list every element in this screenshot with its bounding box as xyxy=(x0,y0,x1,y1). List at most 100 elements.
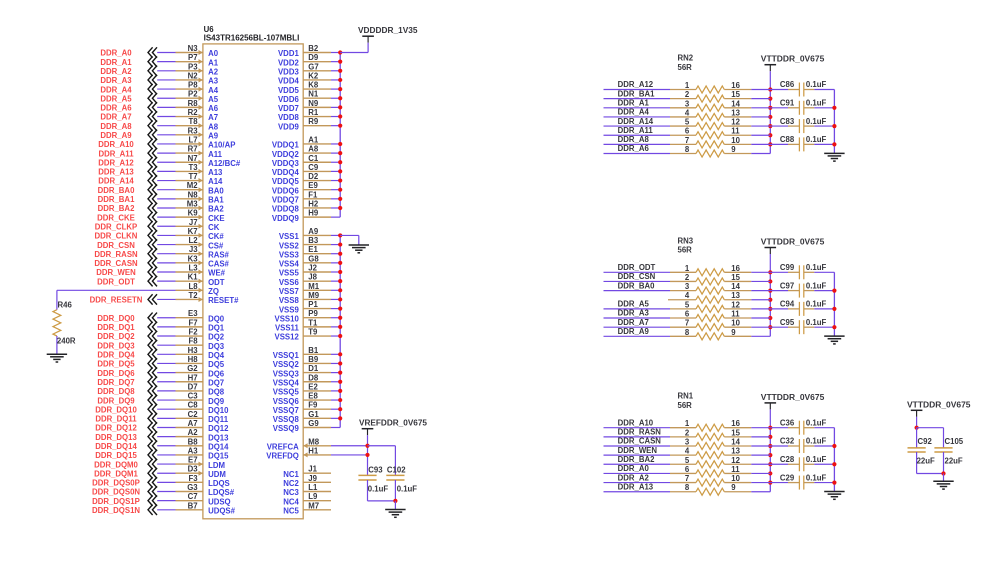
svg-text:A6: A6 xyxy=(208,104,219,113)
svg-text:DDR_DQS1P: DDR_DQS1P xyxy=(92,497,140,506)
svg-text:M1: M1 xyxy=(308,282,319,291)
svg-text:DDR_A3: DDR_A3 xyxy=(100,76,132,85)
svg-text:8: 8 xyxy=(685,483,690,492)
svg-text:15: 15 xyxy=(731,273,740,282)
svg-text:H9: H9 xyxy=(308,209,319,218)
svg-text:NC5: NC5 xyxy=(283,507,299,516)
svg-text:DDR_DQS0P: DDR_DQS0P xyxy=(92,479,140,488)
svg-text:VSS4: VSS4 xyxy=(279,260,300,269)
svg-text:0.1uF: 0.1uF xyxy=(806,318,827,327)
svg-text:VSS3: VSS3 xyxy=(279,250,300,259)
svg-text:T9: T9 xyxy=(308,328,318,337)
svg-text:A14: A14 xyxy=(208,177,223,186)
svg-text:C7: C7 xyxy=(188,492,198,501)
svg-text:M8: M8 xyxy=(308,437,319,446)
svg-text:VDDQ5: VDDQ5 xyxy=(272,177,300,186)
svg-text:H2: H2 xyxy=(308,199,319,208)
svg-text:0.1uF: 0.1uF xyxy=(806,117,827,126)
svg-text:3: 3 xyxy=(685,437,690,446)
svg-text:DDR_A4: DDR_A4 xyxy=(100,85,132,94)
svg-text:G3: G3 xyxy=(187,483,198,492)
svg-text:14: 14 xyxy=(731,437,740,446)
svg-text:A2: A2 xyxy=(188,428,199,437)
svg-text:C91: C91 xyxy=(780,98,795,107)
svg-text:C92: C92 xyxy=(918,437,933,446)
svg-text:VDDQ6: VDDQ6 xyxy=(272,186,300,195)
svg-text:VDDQ9: VDDQ9 xyxy=(272,214,300,223)
svg-text:T1: T1 xyxy=(308,318,318,327)
svg-text:7: 7 xyxy=(685,474,689,483)
svg-text:M3: M3 xyxy=(187,199,198,208)
svg-text:CKE: CKE xyxy=(208,214,224,223)
svg-text:VTTDDR_0V675: VTTDDR_0V675 xyxy=(761,238,825,247)
svg-text:J9: J9 xyxy=(308,474,317,483)
svg-text:NC2: NC2 xyxy=(283,479,299,488)
svg-text:VSS6: VSS6 xyxy=(279,278,300,287)
svg-text:P3: P3 xyxy=(188,62,198,71)
svg-text:11: 11 xyxy=(731,465,740,474)
svg-text:C32: C32 xyxy=(780,437,795,446)
svg-text:11: 11 xyxy=(731,127,740,136)
svg-text:DDR_A12: DDR_A12 xyxy=(98,158,134,167)
svg-text:UDM: UDM xyxy=(208,470,226,479)
svg-text:VSSQ2: VSSQ2 xyxy=(273,360,300,369)
svg-text:C105: C105 xyxy=(945,437,964,446)
svg-text:VTTDDR_0V675: VTTDDR_0V675 xyxy=(761,55,825,64)
svg-text:DDR_CASN: DDR_CASN xyxy=(94,259,138,268)
svg-text:C3: C3 xyxy=(188,392,199,401)
svg-text:DDR_A3: DDR_A3 xyxy=(618,309,650,318)
svg-text:E9: E9 xyxy=(308,181,318,190)
svg-text:DDR_A11: DDR_A11 xyxy=(98,149,134,158)
svg-text:R7: R7 xyxy=(188,145,198,154)
svg-text:G1: G1 xyxy=(308,410,319,419)
svg-text:P1: P1 xyxy=(308,300,318,309)
svg-text:C9: C9 xyxy=(308,163,319,172)
svg-text:6: 6 xyxy=(685,310,690,319)
svg-text:K3: K3 xyxy=(188,254,199,263)
svg-text:VDDDDR_1V35: VDDDDR_1V35 xyxy=(358,26,418,35)
svg-text:CK#: CK# xyxy=(208,232,224,241)
svg-text:DDR_DQ11: DDR_DQ11 xyxy=(95,415,137,424)
svg-text:DQ8: DQ8 xyxy=(208,388,225,397)
svg-text:H7: H7 xyxy=(188,373,198,382)
svg-text:P7: P7 xyxy=(188,53,198,62)
svg-text:J8: J8 xyxy=(308,273,317,282)
svg-text:B3: B3 xyxy=(308,236,319,245)
svg-text:L1: L1 xyxy=(308,483,318,492)
svg-text:10: 10 xyxy=(731,136,740,145)
svg-text:DDR_A8: DDR_A8 xyxy=(618,135,650,144)
svg-text:G8: G8 xyxy=(308,254,319,263)
svg-text:M7: M7 xyxy=(308,501,319,510)
svg-text:A5: A5 xyxy=(208,95,219,104)
svg-text:VREFCA: VREFCA xyxy=(267,442,299,451)
svg-text:DDR_A2: DDR_A2 xyxy=(100,67,132,76)
svg-text:R1: R1 xyxy=(308,108,319,117)
svg-text:VDD6: VDD6 xyxy=(278,95,299,104)
svg-text:VSSQ7: VSSQ7 xyxy=(273,406,299,415)
svg-text:T3: T3 xyxy=(188,163,198,172)
svg-text:DDR_BA1: DDR_BA1 xyxy=(98,195,135,204)
svg-text:0.1uF: 0.1uF xyxy=(806,437,827,446)
svg-text:VDDQ4: VDDQ4 xyxy=(272,168,300,177)
svg-text:DDR_DQ13: DDR_DQ13 xyxy=(95,433,137,442)
svg-text:R9: R9 xyxy=(308,117,319,126)
svg-text:DDR_A14: DDR_A14 xyxy=(98,177,134,186)
svg-text:9: 9 xyxy=(731,328,736,337)
svg-text:B1: B1 xyxy=(308,346,319,355)
svg-text:9: 9 xyxy=(731,483,736,492)
svg-text:A2: A2 xyxy=(208,67,219,76)
svg-text:A13: A13 xyxy=(208,168,223,177)
svg-text:UDSQ: UDSQ xyxy=(208,497,231,506)
svg-text:T8: T8 xyxy=(188,117,198,126)
svg-text:C28: C28 xyxy=(780,455,795,464)
svg-text:F8: F8 xyxy=(188,337,198,346)
svg-text:DDR_A6: DDR_A6 xyxy=(618,144,650,153)
svg-text:C36: C36 xyxy=(780,418,795,427)
svg-text:12: 12 xyxy=(731,118,740,127)
svg-text:DQ1: DQ1 xyxy=(208,324,225,333)
svg-text:H3: H3 xyxy=(188,346,199,355)
svg-text:L3: L3 xyxy=(188,264,198,273)
svg-text:VDDQ3: VDDQ3 xyxy=(272,159,300,168)
svg-text:DDR_DQM0: DDR_DQM0 xyxy=(94,460,138,469)
svg-text:T7: T7 xyxy=(188,172,197,181)
